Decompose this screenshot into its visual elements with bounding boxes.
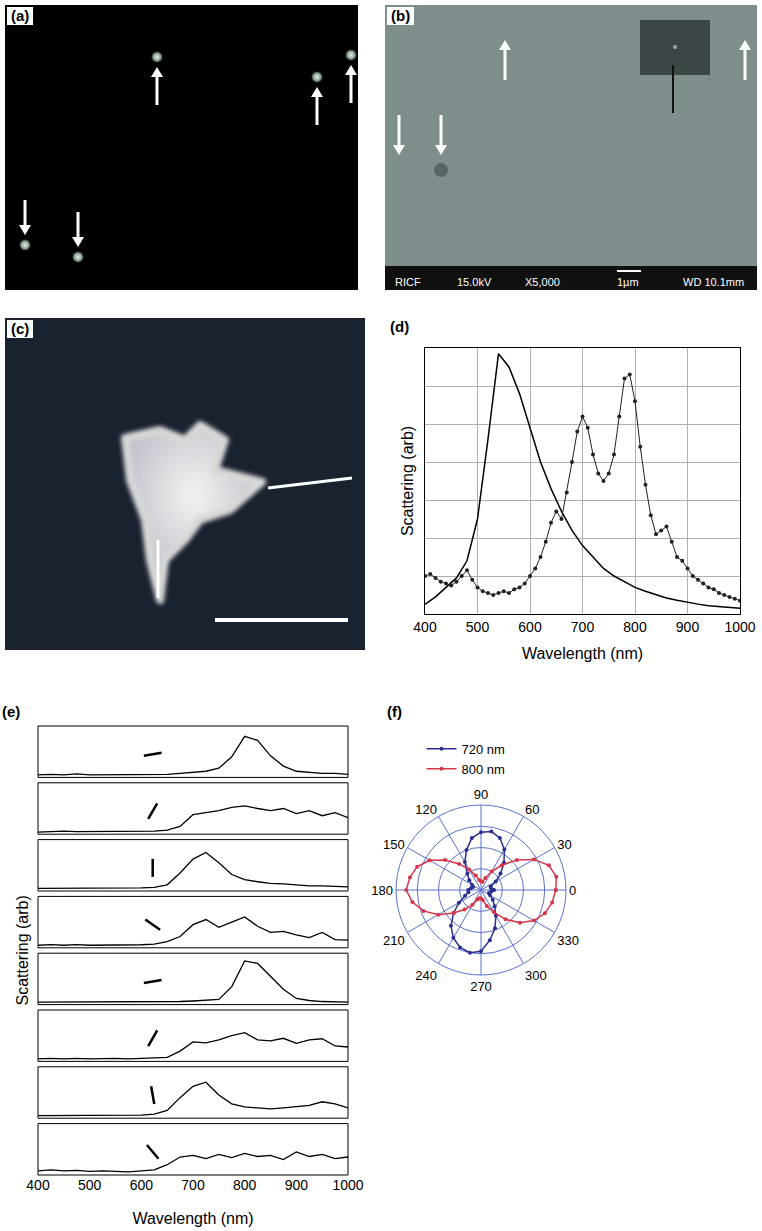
svg-text:Wavelength (nm): Wavelength (nm)	[132, 1210, 253, 1227]
svg-text:1µm: 1µm	[617, 276, 639, 288]
svg-text:X5,000: X5,000	[525, 276, 560, 288]
svg-text:120: 120	[415, 802, 437, 817]
svg-text:600: 600	[518, 619, 542, 635]
svg-text:15.0kV: 15.0kV	[457, 276, 492, 288]
svg-text:Scattering (arb): Scattering (arb)	[14, 895, 31, 1005]
svg-text:300: 300	[525, 968, 547, 983]
html-text:(d): (d)	[390, 318, 410, 335]
svg-text:270: 270	[470, 979, 492, 994]
svg-text:600: 600	[130, 1177, 154, 1193]
svg-text:WD 10.1mm: WD 10.1mm	[683, 276, 744, 288]
svg-text:Scattering (arb): Scattering (arb)	[399, 426, 416, 536]
svg-text:900: 900	[676, 619, 700, 635]
svg-text:400: 400	[26, 1177, 50, 1193]
svg-text:210: 210	[383, 932, 405, 947]
svg-text:30: 30	[557, 837, 571, 852]
svg-text:1000: 1000	[332, 1177, 363, 1193]
html-text:(b): (b)	[391, 7, 411, 24]
svg-text:0: 0	[569, 883, 576, 898]
svg-text:500: 500	[78, 1177, 102, 1193]
svg-text:RICF: RICF	[395, 276, 421, 288]
svg-text:900: 900	[285, 1177, 309, 1193]
svg-text:60: 60	[525, 802, 539, 817]
svg-text:700: 700	[181, 1177, 205, 1193]
svg-text:720 nm: 720 nm	[462, 742, 505, 757]
svg-text:800: 800	[623, 619, 647, 635]
svg-text:700: 700	[571, 619, 595, 635]
svg-text:500: 500	[466, 619, 490, 635]
html-text:(a): (a)	[11, 7, 30, 24]
html-text:(e): (e)	[2, 703, 21, 720]
svg-text:1000: 1000	[724, 619, 755, 635]
svg-text:800 nm: 800 nm	[462, 762, 505, 777]
html-text:(f): (f)	[387, 703, 402, 720]
svg-text:Wavelength (nm): Wavelength (nm)	[522, 645, 643, 662]
svg-text:180: 180	[371, 883, 393, 898]
svg-text:800: 800	[233, 1177, 257, 1193]
svg-text:150: 150	[383, 837, 405, 852]
svg-text:240: 240	[415, 968, 437, 983]
svg-text:400: 400	[413, 619, 437, 635]
html-text:(c): (c)	[11, 320, 30, 337]
svg-text:90: 90	[474, 787, 488, 802]
svg-text:330: 330	[557, 932, 579, 947]
